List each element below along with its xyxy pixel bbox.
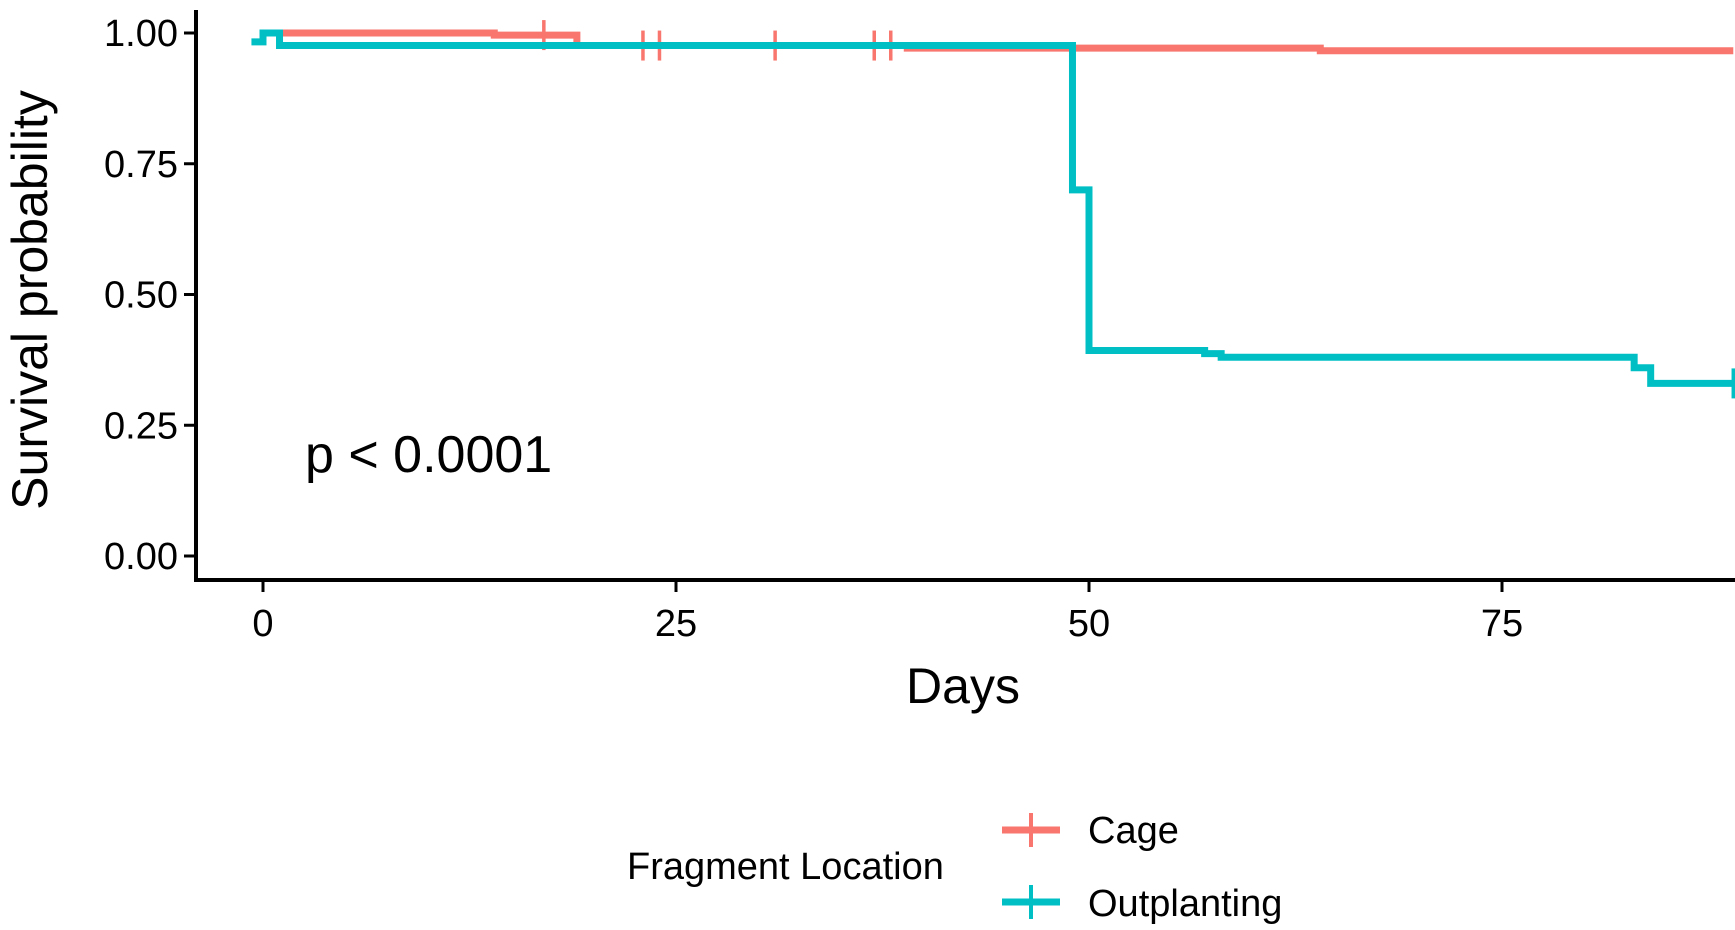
x-tick-label: 0: [252, 603, 273, 645]
legend-keys: [1002, 813, 1060, 919]
y-tick-label: 0.00: [104, 536, 178, 578]
legend-label-outplanting: Outplanting: [1088, 883, 1282, 925]
x-tick-label: 25: [655, 603, 697, 645]
y-tick-label: 0.75: [104, 144, 178, 186]
y-tick-label: 1.00: [104, 13, 178, 55]
x-tick-label: 50: [1068, 603, 1110, 645]
legend-label-cage: Cage: [1088, 810, 1179, 852]
x-tick-label: 75: [1481, 603, 1523, 645]
y-tick-label: 0.25: [104, 405, 178, 447]
axes-layer: 0.00 0.25 0.50 0.75 1.00 0 25 50 75: [104, 10, 1735, 645]
series-layer: [251, 20, 1735, 399]
p-value-annotation: p < 0.0001: [305, 426, 552, 484]
y-axis-title: Survival probability: [2, 90, 58, 510]
y-tick-label: 0.50: [104, 275, 178, 317]
legend-title: Fragment Location: [627, 846, 944, 888]
x-axis-title: Days: [906, 658, 1020, 714]
series-line-outplanting: [251, 29, 1734, 387]
legend: Fragment Location Cage Outplanting: [627, 810, 1282, 925]
